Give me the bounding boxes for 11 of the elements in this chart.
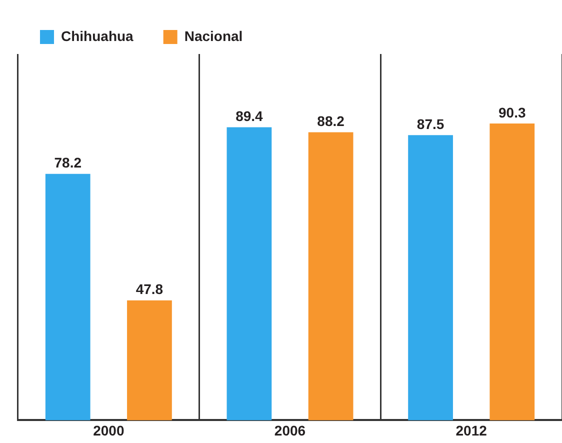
data-label: 90.3 bbox=[498, 104, 526, 120]
legend-label: Nacional bbox=[184, 28, 243, 44]
x-tick-label: 2012 bbox=[456, 422, 488, 438]
data-label: 78.2 bbox=[54, 154, 82, 171]
data-label: 89.4 bbox=[236, 108, 264, 124]
x-tick-label: 2006 bbox=[274, 422, 306, 438]
data-label: 47.8 bbox=[136, 281, 164, 298]
data-label: 88.2 bbox=[317, 113, 345, 130]
data-label: 87.5 bbox=[416, 116, 444, 132]
legend-label: Chihuahua bbox=[61, 28, 134, 44]
x-tick-label: 2000 bbox=[93, 422, 124, 438]
